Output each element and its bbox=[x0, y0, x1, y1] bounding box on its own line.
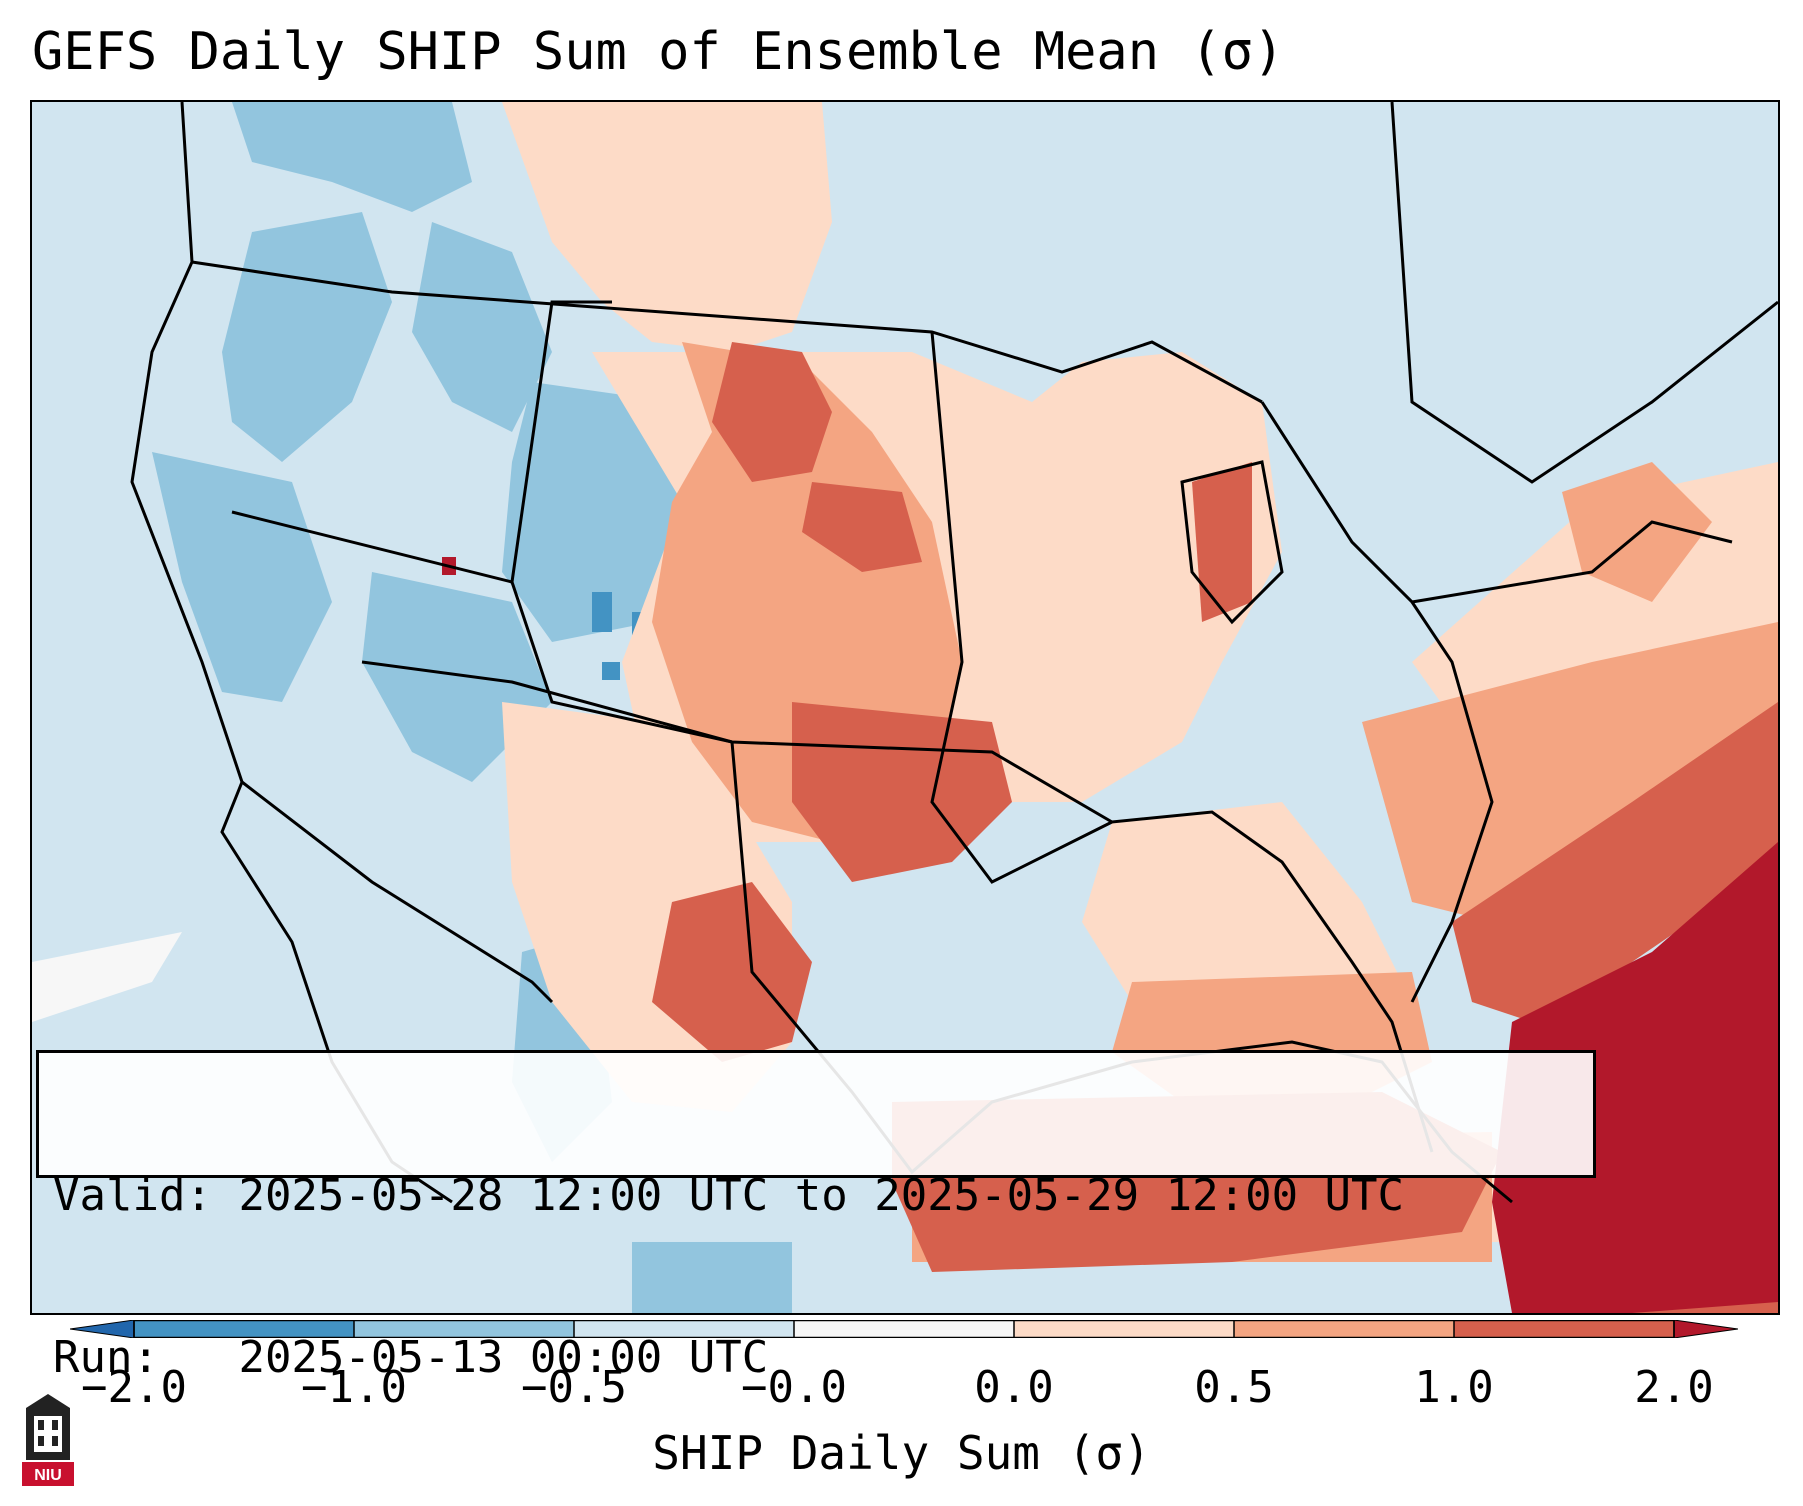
niu-logo-text: NIU bbox=[34, 1467, 62, 1484]
colorbar-tick-label: −0.0 bbox=[741, 1362, 847, 1413]
run-value: 2025-05-13 00:00 UTC bbox=[238, 1332, 769, 1383]
valid-value: 2025-05-28 12:00 UTC to 2025-05-29 12:00… bbox=[238, 1170, 1405, 1221]
colorbar-segment bbox=[794, 1320, 1015, 1338]
colorbar-tick-label: −1.0 bbox=[301, 1362, 407, 1413]
page-title: GEFS Daily SHIP Sum of Ensemble Mean (σ) bbox=[32, 22, 1285, 82]
validity-info-box: Valid: 2025-05-28 12:00 UTC to 2025-05-2… bbox=[36, 1050, 1596, 1383]
colorbar-tick-label: 1.0 bbox=[1414, 1362, 1494, 1413]
colorbar-label: SHIP Daily Sum (σ) bbox=[652, 1426, 1151, 1480]
colorbar-segment bbox=[354, 1320, 575, 1338]
colorbar-segment bbox=[1014, 1320, 1235, 1338]
colorbar-segment bbox=[1454, 1320, 1675, 1338]
colorbar-high-arrow bbox=[1673, 1320, 1738, 1338]
colorbar-tick-label: 0.0 bbox=[974, 1362, 1054, 1413]
run-line: Run: 2025-05-13 00:00 UTC bbox=[53, 1331, 1593, 1385]
colorbar bbox=[70, 1320, 1738, 1338]
colorbar-segment bbox=[134, 1320, 355, 1338]
colorbar-tick-label: 0.5 bbox=[1194, 1362, 1274, 1413]
colorbar-segment bbox=[574, 1320, 795, 1338]
colorbar-low-arrow bbox=[70, 1320, 135, 1338]
colorbar-tick-label: −2.0 bbox=[81, 1362, 187, 1413]
run-label: Run: bbox=[53, 1332, 159, 1383]
niu-logo: NIU bbox=[22, 1394, 74, 1486]
valid-line: Valid: 2025-05-28 12:00 UTC to 2025-05-2… bbox=[53, 1169, 1593, 1223]
colorbar-tick-label: 2.0 bbox=[1634, 1362, 1714, 1413]
colorbar-segment bbox=[1234, 1320, 1455, 1338]
valid-label: Valid: bbox=[53, 1170, 212, 1221]
colorbar-tick-label: −0.5 bbox=[521, 1362, 627, 1413]
